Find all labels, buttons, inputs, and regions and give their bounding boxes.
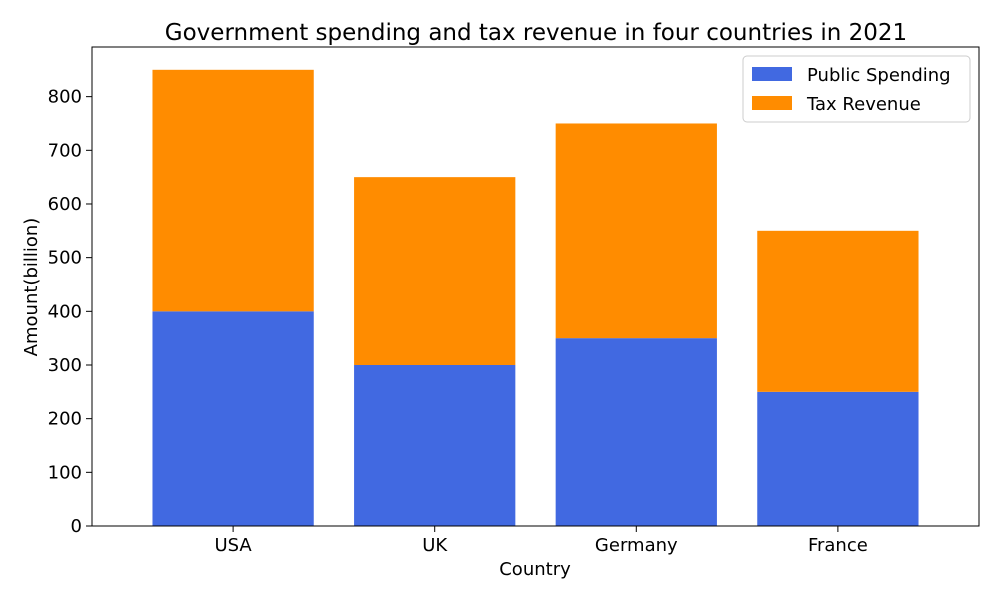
y-axis: 0 100 200 300 400 500 600 700 800 — [48, 87, 92, 537]
bar-public-spending-usa — [152, 311, 314, 526]
legend-swatch — [752, 67, 792, 81]
x-tick-label: Germany — [595, 535, 678, 556]
bar-public-spending-france — [757, 391, 919, 526]
bar-tax-revenue-france — [757, 230, 919, 392]
y-tick-label: 800 — [48, 87, 82, 108]
plot-frame — [91, 46, 980, 527]
y-tick-label: 100 — [48, 462, 82, 483]
x-tick-label: USA — [214, 535, 252, 556]
legend: Public Spending Tax Revenue — [742, 55, 971, 123]
legend-label: Public Spending — [807, 65, 951, 86]
y-tick-label: 700 — [48, 140, 82, 161]
x-axis-label: Country — [499, 559, 571, 580]
y-tick-label: 600 — [48, 194, 82, 215]
y-tick-label: 400 — [48, 301, 82, 322]
y-tick-label: 0 — [71, 516, 82, 537]
chart-title: Government spending and tax revenue in f… — [165, 20, 907, 46]
legend-label: Tax Revenue — [806, 94, 921, 115]
legend-swatch — [752, 96, 792, 110]
bar-tax-revenue-germany — [555, 123, 717, 339]
legend-frame — [742, 55, 971, 123]
y-tick-label: 300 — [48, 355, 82, 376]
x-tick-label: France — [808, 535, 868, 556]
y-tick-label: 200 — [48, 409, 82, 430]
x-axis: USA UK Germany France — [214, 526, 868, 556]
bar-tax-revenue-uk — [354, 177, 516, 365]
x-tick-label: UK — [422, 535, 448, 556]
bars-group — [152, 69, 919, 526]
bar-public-spending-germany — [555, 338, 717, 526]
y-axis-label: Amount(billion) — [21, 218, 42, 357]
bar-tax-revenue-usa — [152, 69, 314, 312]
y-tick-label: 500 — [48, 248, 82, 269]
bar-public-spending-uk — [354, 364, 516, 526]
